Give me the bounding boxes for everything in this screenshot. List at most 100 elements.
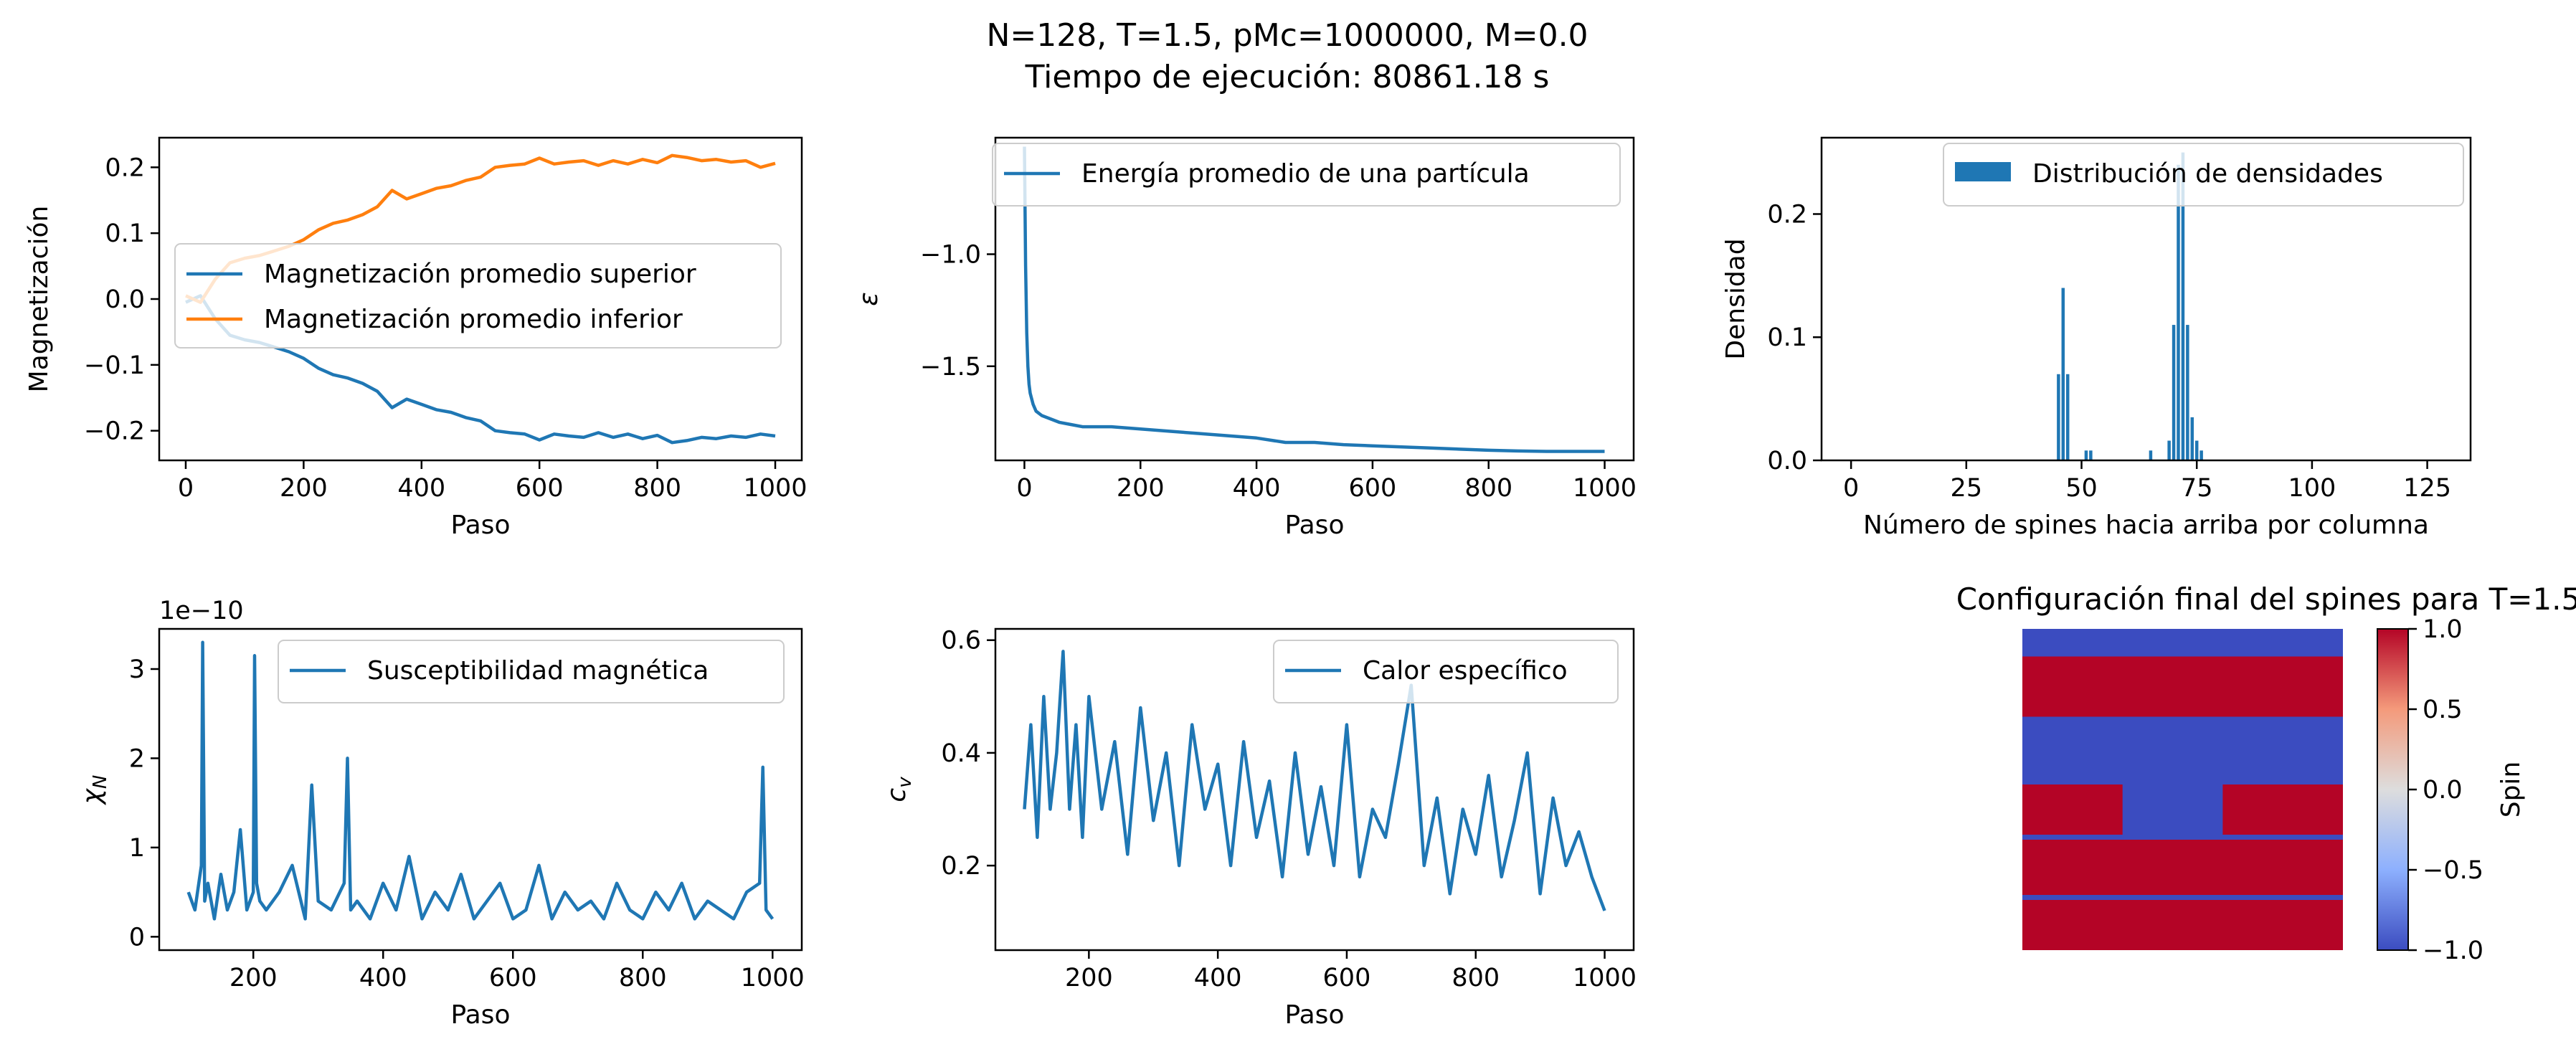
y-tick-label: 0 xyxy=(129,923,145,952)
legend-label: Distribución de densidades xyxy=(2032,159,2383,189)
x-tick-label: 800 xyxy=(619,964,667,992)
x-tick-label: 600 xyxy=(489,964,537,992)
x-tick-label: 800 xyxy=(633,474,681,503)
bar xyxy=(2084,450,2088,460)
y-tick-label: 0.1 xyxy=(1767,323,1807,352)
x-tick-label: 1000 xyxy=(741,964,805,992)
x-tick-label: 50 xyxy=(2065,474,2098,503)
magnetization-panel: 0 200 400 600 800 1000 −0.2 −0.1 0.0 0.1 0.2 Paso Ma… xyxy=(24,136,808,540)
legend-box xyxy=(992,143,1621,207)
x-axis-label: Paso xyxy=(451,511,511,540)
spin-configuration-panel: Configuración final del spines para T=1.… xyxy=(1956,582,2576,965)
x-tick-label: 0 xyxy=(1843,474,1859,503)
bar xyxy=(2089,450,2093,460)
x-tick-label: 1000 xyxy=(743,474,807,503)
y-tick-label: −1.5 xyxy=(920,353,981,381)
x-tick-label: 200 xyxy=(280,474,328,503)
spin-up-domain xyxy=(2222,784,2343,835)
plot-frame xyxy=(1820,136,2472,462)
legend-label: Magnetización promedio inferior xyxy=(264,305,683,334)
plot-frame xyxy=(994,136,1635,462)
y-tick-label: 0.6 xyxy=(941,627,981,655)
x-tick-label: 1000 xyxy=(1573,474,1637,503)
bar xyxy=(2065,374,2070,460)
bar xyxy=(2061,288,2065,460)
y-axis-label-subscript: v xyxy=(894,777,916,788)
x-tick-label: 100 xyxy=(2288,474,2336,503)
spin-plot-title: Configuración final del spines para T=1.… xyxy=(1956,582,2576,617)
figure-title-line1: N=128, T=1.5, pMc=1000000, M=0.0 xyxy=(986,17,1588,54)
colorbar-tick-label: 0.0 xyxy=(2423,776,2463,805)
density-panel: 0 25 50 75 100 125 0.0 0.1 0.2 Número de spines h… xyxy=(1721,136,2472,540)
y-tick-label: 0.2 xyxy=(105,153,145,182)
colorbar-tick-label: −1.0 xyxy=(2423,937,2483,965)
x-tick-label: 25 xyxy=(1951,474,1983,503)
series-line xyxy=(1023,146,1605,453)
y-axis-label: ε xyxy=(854,292,884,305)
y-tick-label: 2 xyxy=(129,744,145,773)
legend-box xyxy=(1943,143,2464,207)
colorbar xyxy=(2377,628,2409,951)
x-tick-label: 400 xyxy=(359,964,407,992)
y-tick-label: 0.2 xyxy=(1767,200,1807,229)
bar xyxy=(2190,417,2194,460)
plot-frame xyxy=(994,627,1635,952)
y-axis-label-subscript: N xyxy=(90,775,111,789)
x-tick-label: 75 xyxy=(2181,474,2213,503)
x-axis-label: Paso xyxy=(1285,511,1345,540)
figure-title-line2: Tiempo de ejecución: 80861.18 s xyxy=(1025,59,1550,95)
bar xyxy=(2177,164,2180,460)
x-axis-label: Paso xyxy=(1285,1000,1345,1030)
y-tick-label: 0.2 xyxy=(941,852,981,881)
colorbar-tick-label: 0.5 xyxy=(2423,696,2463,724)
bar xyxy=(2186,325,2189,460)
legend-label: Energía promedio de una partícula xyxy=(1081,159,1530,189)
y-tick-label: −0.2 xyxy=(84,417,145,446)
x-tick-label: 600 xyxy=(1323,964,1371,992)
x-axis-label: Paso xyxy=(451,1000,511,1030)
bar xyxy=(2149,450,2153,460)
bar xyxy=(2199,450,2203,460)
x-tick-label: 600 xyxy=(1349,474,1397,503)
x-tick-label: 800 xyxy=(1452,964,1500,992)
y-tick-label: 0.1 xyxy=(105,219,145,248)
x-tick-label: 600 xyxy=(516,474,564,503)
legend-label: Magnetización promedio superior xyxy=(264,260,696,289)
y-tick-label: −1.0 xyxy=(920,241,981,270)
y-axis-label: Densidad xyxy=(1721,238,1751,359)
x-tick-label: 200 xyxy=(229,964,278,992)
x-tick-label: 400 xyxy=(397,474,445,503)
x-tick-label: 400 xyxy=(1194,964,1242,992)
legend-label: Calor específico xyxy=(1363,656,1568,686)
bar xyxy=(2167,440,2171,460)
y-tick-label: 3 xyxy=(129,655,145,684)
plot-frame xyxy=(158,627,803,952)
x-tick-label: 200 xyxy=(1065,964,1113,992)
bar xyxy=(2194,440,2199,460)
y-tick-label: 0.4 xyxy=(941,739,981,768)
y-tick-label: −0.1 xyxy=(84,351,145,380)
x-tick-label: 0 xyxy=(178,474,194,503)
spin-up-band xyxy=(2022,656,2343,717)
x-tick-label: 200 xyxy=(1117,474,1165,503)
colorbar-tick-label: 1.0 xyxy=(2423,615,2463,644)
colorbar-tick-label: −0.5 xyxy=(2423,856,2483,885)
legend-swatch xyxy=(1955,162,2011,181)
spin-up-band xyxy=(2022,900,2343,950)
susceptibility-panel: 200 400 600 800 10000123PasoχN1e−10Susceptib… xyxy=(77,597,805,1030)
x-tick-label: 400 xyxy=(1233,474,1281,503)
x-tick-label: 1000 xyxy=(1573,964,1637,992)
legend-box xyxy=(278,640,785,703)
bar xyxy=(2057,374,2060,460)
legend-label: Susceptibilidad magnética xyxy=(367,656,709,686)
y-tick-label: 0.0 xyxy=(105,285,145,314)
axis-offset-text: 1e−10 xyxy=(159,597,244,625)
x-axis-label: Número de spines hacia arriba por column… xyxy=(1863,511,2429,540)
bar xyxy=(2181,152,2185,460)
x-tick-label: 800 xyxy=(1464,474,1512,503)
bar xyxy=(2172,325,2176,460)
series-line xyxy=(185,294,776,445)
y-tick-label: 0.0 xyxy=(1767,447,1807,475)
energy-panel: 0 200 400 600 800 1000 −1.5 −1.0 Paso ε Energía pr… xyxy=(854,136,1637,540)
